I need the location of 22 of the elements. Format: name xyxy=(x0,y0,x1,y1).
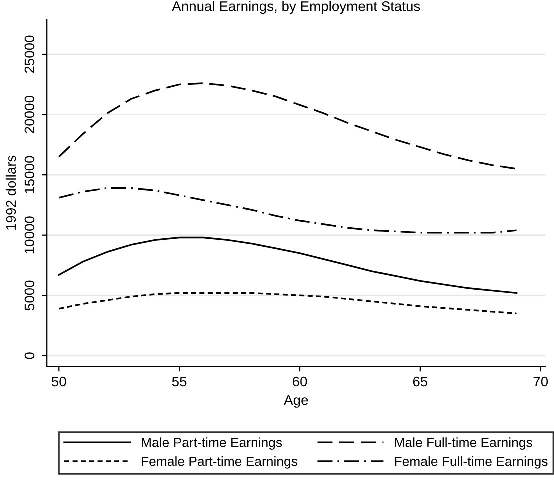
y-tick-label: 15000 xyxy=(24,156,35,194)
line-series xyxy=(58,292,518,315)
x-tick-label: 65 xyxy=(413,376,428,387)
y-tick-label: 10000 xyxy=(24,216,35,254)
y-tick-label: 20000 xyxy=(24,96,35,134)
legend-label: Female Part-time Earnings xyxy=(142,456,298,469)
legend-label: Male Part-time Earnings xyxy=(142,438,282,450)
x-tick-label: 70 xyxy=(534,376,548,387)
y-tick-label: 5000 xyxy=(24,280,35,311)
y-axis-title: 1992 dollars xyxy=(6,156,16,230)
line-series xyxy=(58,188,518,234)
x-tick-label: 50 xyxy=(52,376,66,387)
chart-title: Annual Earnings, by Employment Status xyxy=(172,1,420,14)
line-series xyxy=(58,236,518,294)
x-tick-label: 60 xyxy=(292,376,308,387)
legend-label: Male Full-time Earnings xyxy=(395,438,532,450)
legend-label: Female Full-time Earnings xyxy=(395,456,548,469)
y-tick-label: 0 xyxy=(24,352,35,360)
line-series xyxy=(58,82,518,170)
y-tick-label: 25000 xyxy=(24,36,35,74)
x-tick-label: 55 xyxy=(172,376,187,387)
x-axis-title: Age xyxy=(284,395,308,408)
